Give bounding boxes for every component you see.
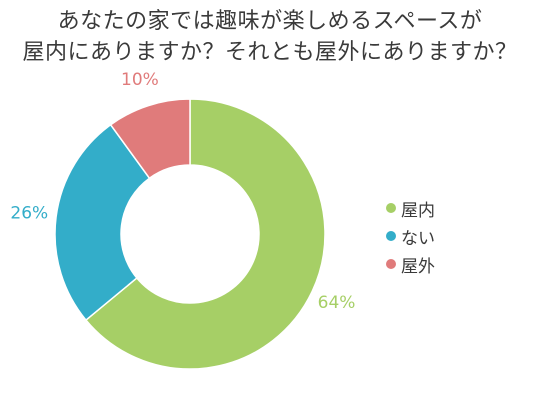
chart-title-line-1: あなたの家では趣味が楽しめるスペースが	[57, 9, 483, 34]
legend-label-outdoor: 屋外	[401, 256, 435, 277]
slice-indoor	[84, 98, 326, 370]
slice-none	[54, 123, 151, 322]
chart-title-line-2: 屋内にありますか？それとも屋外にありますか？	[22, 40, 518, 65]
data-label-outdoor: 10%	[121, 70, 159, 90]
legend-item-none: ない	[386, 222, 435, 250]
legend-swatch-none	[386, 231, 396, 241]
slice-outdoor	[109, 98, 191, 180]
legend-label-indoor: 屋内	[401, 200, 435, 221]
legend-item-indoor: 屋内	[386, 194, 435, 222]
legend: 屋内 ない 屋外	[386, 194, 435, 278]
data-label-indoor: 64%	[318, 293, 356, 313]
legend-item-outdoor: 屋外	[386, 250, 435, 278]
legend-swatch-outdoor	[386, 259, 396, 269]
legend-swatch-indoor	[386, 203, 396, 213]
legend-label-none: ない	[401, 228, 435, 249]
data-label-none: 26%	[10, 204, 48, 224]
chart-title: あなたの家では趣味が楽しめるスペースが 屋内にありますか？それとも屋外にあります…	[0, 6, 540, 68]
